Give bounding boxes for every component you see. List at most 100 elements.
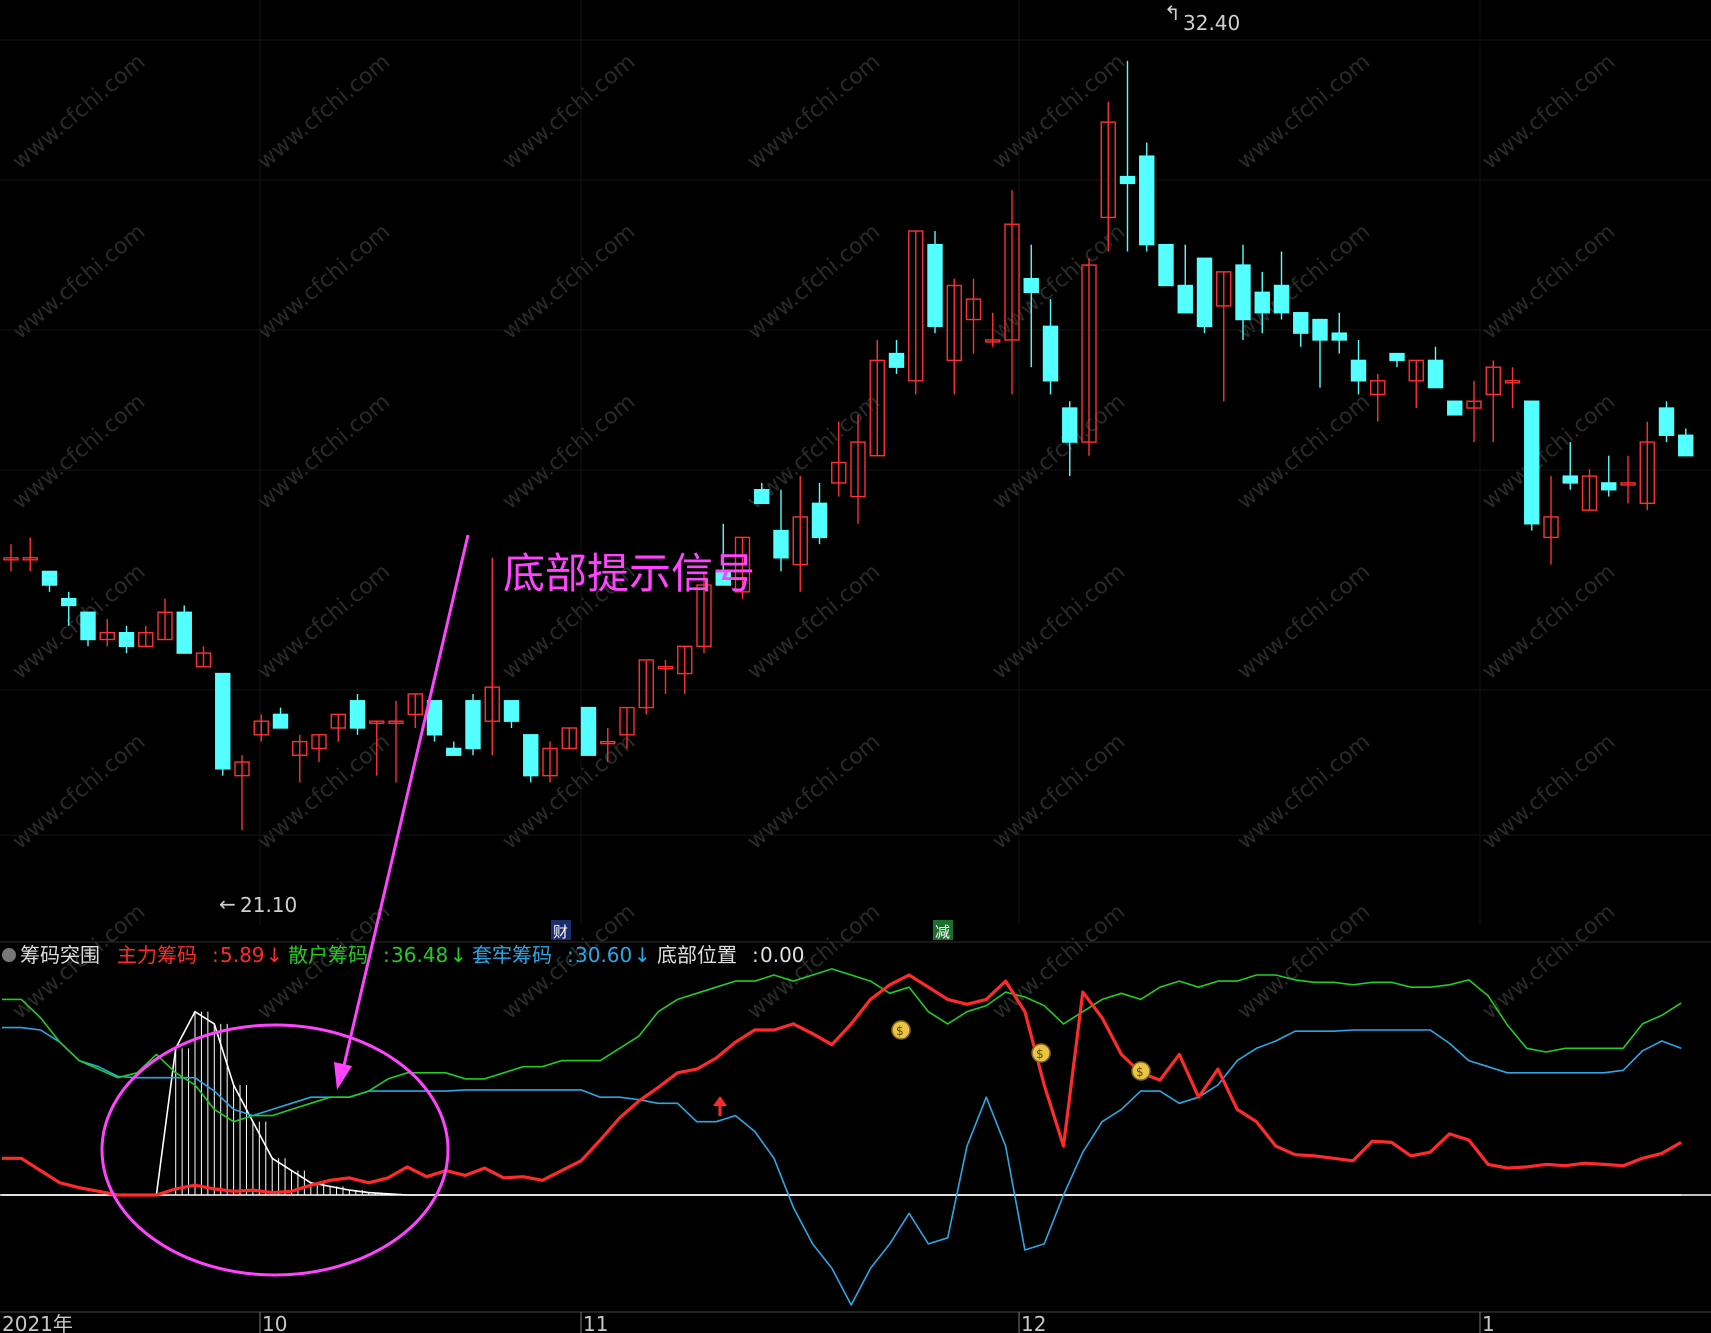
candle-body[interactable] [811, 502, 828, 539]
indicator-name[interactable]: 筹码突围 [20, 943, 100, 967]
candle-body[interactable] [1119, 175, 1136, 185]
candle-body[interactable] [927, 243, 943, 328]
candle-body[interactable] [484, 686, 500, 722]
candle-body[interactable] [1312, 318, 1328, 341]
candle-body[interactable] [330, 713, 346, 729]
candle-body[interactable] [503, 700, 520, 722]
candle-body[interactable] [677, 645, 693, 675]
candle-body[interactable] [1216, 271, 1232, 307]
candle-body[interactable] [1293, 312, 1309, 334]
candle-body[interactable] [1062, 407, 1078, 443]
candle-body[interactable] [215, 672, 231, 770]
candle-body[interactable] [908, 230, 924, 382]
candle-body[interactable] [792, 516, 808, 566]
candle-body[interactable] [1601, 482, 1617, 491]
candle-body[interactable] [619, 706, 635, 736]
candle-body[interactable] [465, 700, 481, 750]
candle-body[interactable] [1100, 121, 1116, 219]
candle-body[interactable] [1042, 325, 1059, 382]
indicator-pane[interactable] [0, 968, 1711, 1306]
candle-body[interactable] [234, 761, 250, 777]
candle-body[interactable] [99, 631, 115, 641]
candle-body[interactable] [638, 659, 654, 709]
series-line-bottom[interactable] [2, 1010, 1682, 1196]
candle-body[interactable] [1581, 475, 1598, 511]
candle-body[interactable] [1620, 482, 1636, 486]
candle-body[interactable] [22, 557, 38, 561]
candle-body[interactable] [407, 693, 423, 716]
series-line-retail[interactable] [2, 968, 1682, 1123]
candle-body[interactable] [1504, 380, 1521, 384]
event-marker-jian[interactable]: 减 [933, 920, 953, 941]
candle-body[interactable] [831, 461, 847, 484]
candle-body[interactable] [253, 720, 269, 736]
candle-body[interactable] [1081, 264, 1097, 443]
candle-body[interactable] [561, 727, 577, 750]
candle-body[interactable] [80, 611, 96, 641]
candle-body[interactable] [542, 747, 558, 777]
candle-body[interactable] [1427, 359, 1444, 389]
candle-body[interactable] [1004, 223, 1020, 341]
candle-body[interactable] [1543, 516, 1559, 539]
candle-body[interactable] [1196, 257, 1213, 328]
event-marker-cai[interactable]: 财 [551, 920, 571, 941]
candle-body[interactable] [138, 631, 154, 648]
series-line-main[interactable] [2, 973, 1682, 1197]
candle-body[interactable] [426, 700, 443, 736]
candle-body[interactable] [41, 570, 58, 586]
candle-body[interactable] [349, 700, 366, 729]
candle-body[interactable] [195, 652, 212, 668]
candle-body[interactable] [446, 747, 462, 756]
candle-body[interactable] [157, 611, 173, 641]
candle-body[interactable] [1447, 400, 1463, 416]
candle-body[interactable] [1158, 243, 1174, 287]
candle-body[interactable] [1658, 407, 1675, 436]
candle-body[interactable] [715, 570, 731, 586]
candle-body[interactable] [176, 611, 192, 654]
candle-body[interactable] [272, 713, 289, 729]
candle-body[interactable] [1466, 400, 1482, 409]
candle-body[interactable] [888, 352, 905, 368]
candle-body[interactable] [1139, 155, 1155, 246]
candlestick-pane[interactable] [0, 0, 1711, 925]
candle-body[interactable] [118, 631, 135, 648]
candle-body[interactable] [292, 740, 308, 756]
candle-body[interactable] [369, 720, 385, 724]
candle-body[interactable] [1485, 366, 1501, 396]
candle-body[interactable] [773, 529, 789, 559]
candle-body[interactable] [657, 666, 674, 670]
candle-body[interactable] [1389, 352, 1405, 362]
candle-body[interactable] [1678, 434, 1694, 457]
candle-body[interactable] [946, 284, 962, 362]
candle-body[interactable] [869, 359, 885, 457]
candle-body[interactable] [1408, 359, 1424, 382]
candle-body[interactable] [580, 706, 597, 756]
candle-body[interactable] [1350, 359, 1367, 382]
candle-body[interactable] [311, 734, 327, 750]
candle-body[interactable] [1235, 264, 1251, 321]
candle-body[interactable] [1639, 441, 1655, 505]
candle-body[interactable] [1562, 475, 1578, 484]
collapse-icon[interactable] [2, 948, 16, 962]
candle-body[interactable] [523, 734, 539, 777]
candle-body[interactable] [696, 584, 712, 648]
candle-body[interactable] [1177, 284, 1193, 314]
candle-body[interactable] [754, 489, 770, 505]
candle-body[interactable] [734, 536, 751, 593]
candle-body[interactable] [600, 740, 616, 745]
event-marker-label: 减 [935, 923, 950, 941]
candle-body[interactable] [1273, 284, 1290, 314]
candle-body[interactable] [1524, 400, 1540, 525]
series-line-trapped[interactable] [2, 1026, 1682, 1306]
candle-body[interactable] [1370, 380, 1386, 396]
candle-body[interactable] [1254, 291, 1270, 314]
candle-body[interactable] [1331, 332, 1347, 341]
candle-body[interactable] [388, 720, 404, 724]
candle-body[interactable] [1023, 277, 1039, 294]
candle-body[interactable] [985, 339, 1001, 343]
candle-body[interactable] [965, 298, 982, 321]
candle-body[interactable] [61, 597, 77, 607]
candle-body[interactable] [850, 441, 866, 498]
candle-body[interactable] [3, 557, 19, 561]
